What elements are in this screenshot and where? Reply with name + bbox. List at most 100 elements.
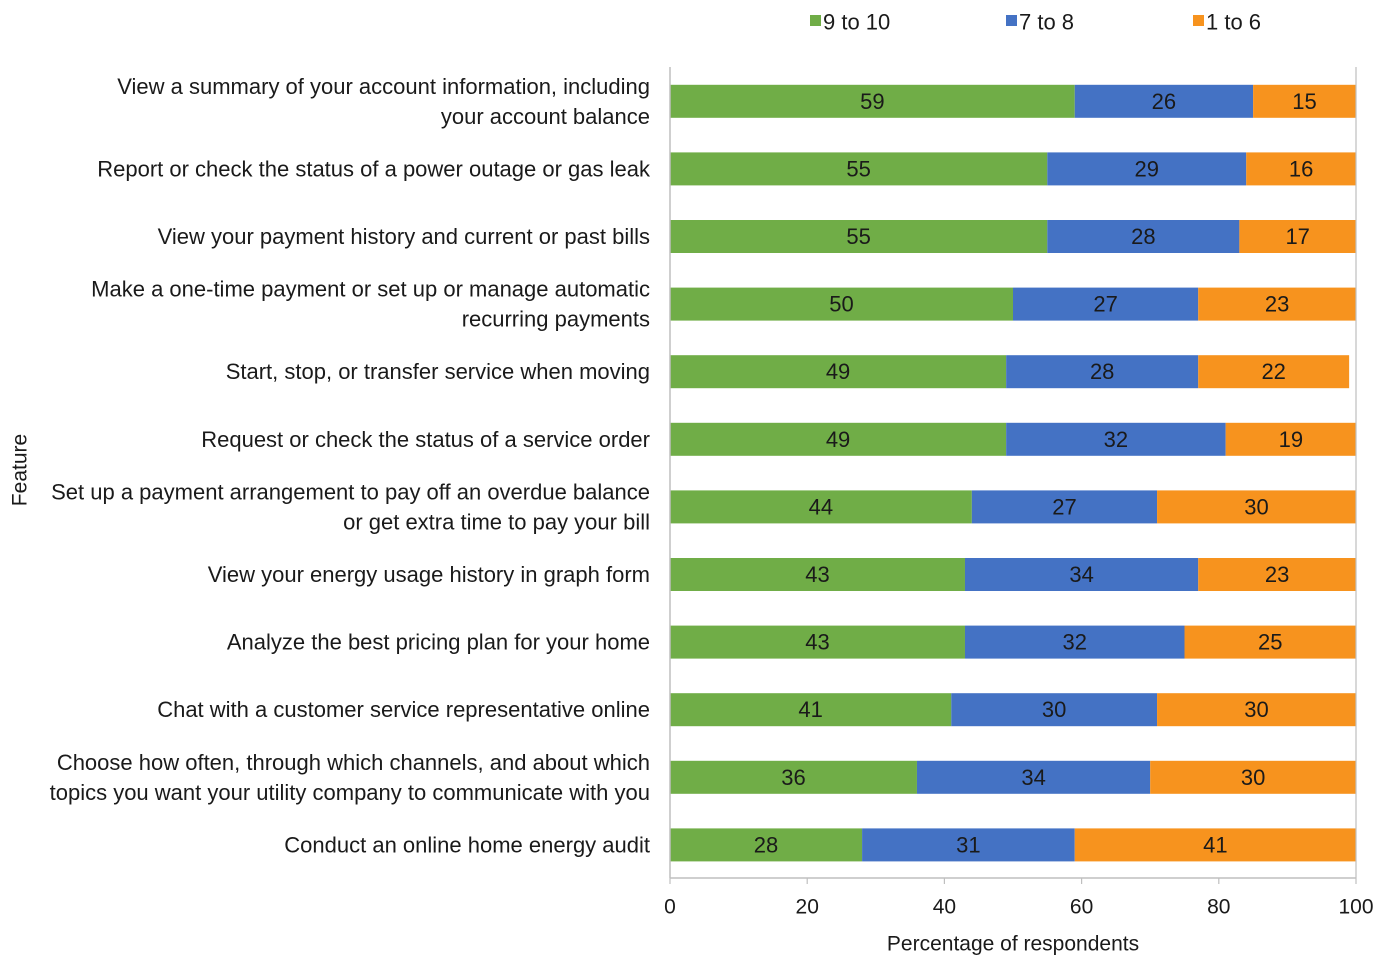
data-label: 34 [1021, 765, 1045, 790]
bar-segment [670, 760, 917, 794]
x-tick-label: 100 [1338, 896, 1373, 919]
bar-segment [670, 558, 965, 591]
data-label: 49 [826, 427, 850, 452]
data-label: 43 [805, 630, 829, 655]
x-tick-label: 40 [933, 896, 956, 919]
bar-segment [1225, 422, 1356, 456]
data-label: 31 [956, 832, 980, 857]
bar-segment [670, 828, 863, 862]
bar-segment [670, 220, 1048, 253]
data-label: 41 [1203, 832, 1227, 857]
bar-segment [1047, 152, 1247, 186]
data-label: 15 [1292, 89, 1316, 114]
data-label: 30 [1241, 765, 1265, 790]
bar-segment [1246, 152, 1356, 186]
bar-segment [1198, 355, 1350, 389]
category-label: Choose how often, through which channels… [57, 750, 650, 775]
bar-segment [964, 558, 1199, 591]
data-label: 17 [1285, 224, 1309, 249]
data-label: 29 [1135, 156, 1159, 181]
bar-segment [1047, 220, 1240, 253]
x-tick-label: 80 [1207, 896, 1230, 919]
y-axis-title: Feature [9, 434, 32, 506]
data-label: 27 [1052, 494, 1076, 519]
bar-segment [1253, 84, 1356, 118]
data-label: 22 [1261, 359, 1285, 384]
category-label: Request or check the status of a service… [201, 427, 650, 452]
data-label: 30 [1244, 697, 1268, 722]
data-label: 36 [781, 765, 805, 790]
bar-segment [1157, 693, 1356, 727]
category-label: Report or check the status of a power ou… [97, 156, 651, 181]
bar-segment [1150, 760, 1356, 794]
bar-segment [1184, 625, 1356, 659]
data-label: 28 [1090, 359, 1114, 384]
bar-segment [964, 625, 1185, 659]
data-label: 49 [826, 359, 850, 384]
bar-segment [670, 693, 952, 727]
data-label: 27 [1093, 292, 1117, 317]
category-label: Make a one-time payment or set up or man… [91, 277, 650, 302]
data-label: 43 [805, 562, 829, 587]
legend-swatch [1193, 15, 1204, 26]
bar-segment [1198, 558, 1356, 591]
category-label: or get extra time to pay your bill [343, 509, 650, 534]
x-tick-label: 0 [664, 896, 676, 919]
data-label: 25 [1258, 630, 1282, 655]
x-tick-label: 20 [796, 896, 819, 919]
bar-segment [670, 422, 1007, 456]
data-label: 28 [1131, 224, 1155, 249]
category-label: Conduct an online home energy audit [284, 832, 650, 857]
bar-segment [1074, 828, 1356, 862]
data-label: 26 [1152, 89, 1176, 114]
bar-segment [951, 693, 1158, 727]
data-label: 55 [846, 224, 870, 249]
x-tick-label: 60 [1070, 896, 1093, 919]
bar-segment [1157, 490, 1356, 524]
bar-segment [670, 287, 1013, 321]
bar-segment [1006, 355, 1199, 389]
data-label: 23 [1265, 292, 1289, 317]
category-label: your account balance [441, 104, 650, 129]
data-label: 32 [1104, 427, 1128, 452]
category-label: Chat with a customer service representat… [157, 697, 650, 722]
category-label: topics you want your utility company to … [50, 780, 650, 805]
data-label: 30 [1244, 494, 1268, 519]
bar-segment [862, 828, 1075, 862]
legend-label: 9 to 10 [823, 10, 890, 35]
bar-segment [971, 490, 1158, 524]
category-label: View a summary of your account informati… [117, 74, 650, 99]
category-label: View your payment history and current or… [158, 224, 650, 249]
category-label: View your energy usage history in graph … [208, 562, 650, 587]
data-label: 44 [809, 494, 833, 519]
data-label: 19 [1279, 427, 1303, 452]
bar-segment [1013, 287, 1199, 321]
legend-swatch [1006, 15, 1017, 26]
bar-segment [670, 84, 1075, 118]
bar-segment [1074, 84, 1254, 118]
category-label: Analyze the best pricing plan for your h… [227, 630, 650, 655]
bar-segment [1006, 422, 1226, 456]
category-label: recurring payments [462, 307, 650, 332]
category-label: Start, stop, or transfer service when mo… [226, 359, 650, 384]
bar-segment [670, 355, 1007, 389]
x-axis-title: Percentage of respondents [887, 933, 1139, 956]
bar-segment [1198, 287, 1356, 321]
data-label: 32 [1062, 630, 1086, 655]
data-label: 50 [829, 292, 853, 317]
category-label: Set up a payment arrangement to pay off … [51, 479, 650, 504]
bar-segment [916, 760, 1151, 794]
bar-segment [670, 625, 965, 659]
bar-segment [670, 490, 972, 524]
data-label: 28 [754, 832, 778, 857]
bar-segment [1239, 220, 1356, 253]
legend-label: 1 to 6 [1206, 10, 1261, 35]
bar-segment [670, 152, 1048, 186]
data-label: 34 [1069, 562, 1093, 587]
data-label: 59 [860, 89, 884, 114]
data-label: 30 [1042, 697, 1066, 722]
legend-label: 7 to 8 [1019, 10, 1074, 35]
legend-swatch [810, 15, 821, 26]
data-label: 16 [1289, 156, 1313, 181]
